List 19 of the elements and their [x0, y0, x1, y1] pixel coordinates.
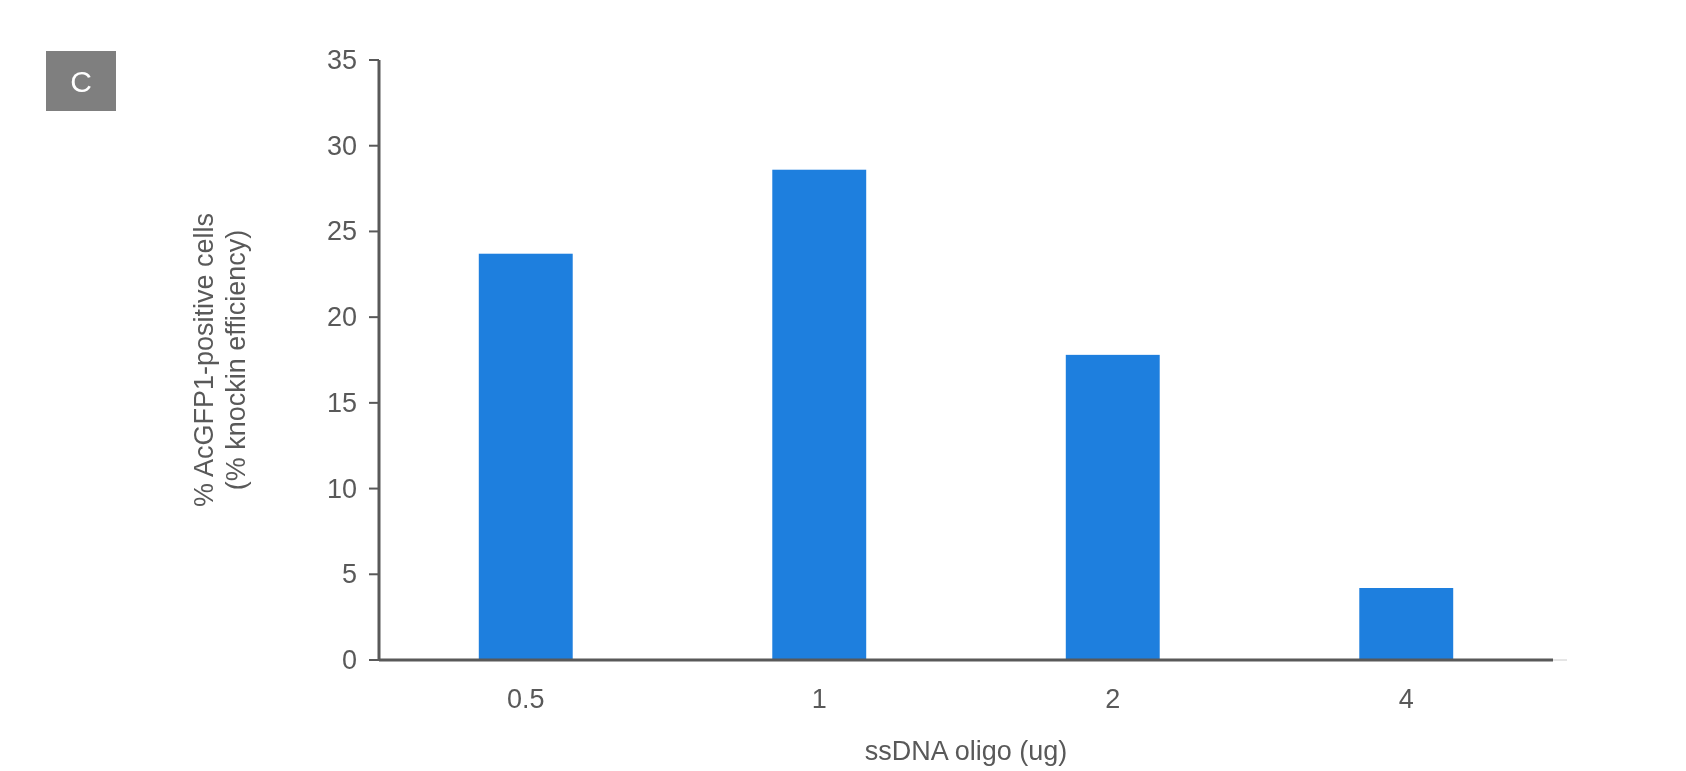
text: C	[70, 64, 92, 98]
y-tick-label: 20	[326, 302, 357, 333]
bar	[772, 169, 867, 660]
bar	[478, 253, 573, 660]
y-axis-title: % AcGFP1-positive cells (% knockin efficiency)	[189, 212, 251, 508]
bar	[1065, 354, 1160, 660]
x-tick-label: 1	[811, 684, 827, 714]
y-tick-label: 15	[326, 387, 357, 418]
bar	[1359, 588, 1454, 660]
y-tick-label: 35	[326, 45, 357, 75]
y-tick-label: 0	[341, 645, 357, 675]
y-tick-label: 10	[326, 473, 357, 504]
x-tick-label: 0.5	[506, 684, 545, 714]
y-tick-label: 30	[326, 130, 357, 161]
x-axis-title: ssDNA oligo (ug)	[864, 736, 1068, 766]
x-tick-label: 4	[1398, 684, 1414, 714]
x-tick-label: 2	[1105, 684, 1121, 714]
y-tick-label: 5	[341, 559, 357, 590]
y-tick-label: 25	[326, 216, 357, 247]
